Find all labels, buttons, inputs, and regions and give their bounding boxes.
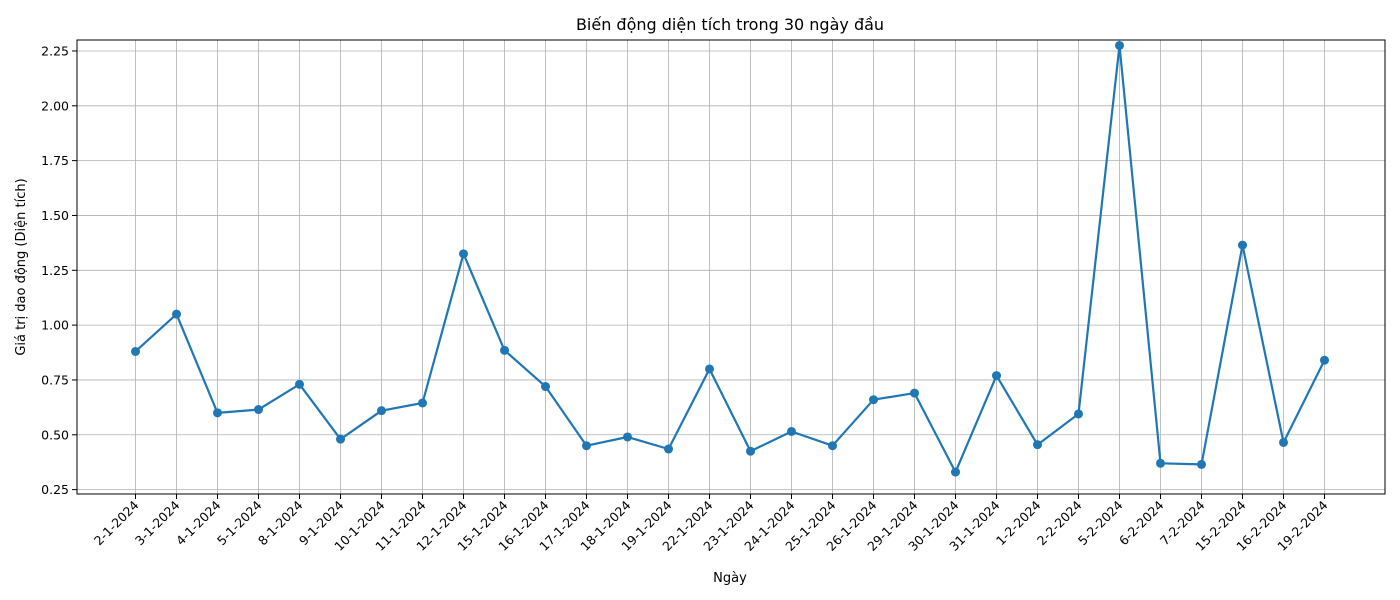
x-axis: 2-1-20243-1-20244-1-20245-1-20248-1-2024… [91,494,1331,554]
data-point [131,346,140,356]
data-point [377,406,386,416]
data-point [869,395,878,405]
data-point [172,309,181,319]
y-tick-label: 1.50 [41,208,69,223]
y-tick-label: 2.00 [41,98,69,113]
data-point [1197,459,1206,469]
y-tick-label: 1.75 [41,153,69,168]
data-point [541,382,550,392]
data-point [295,379,304,389]
data-point [1115,40,1124,50]
y-axis: 0.25 0.50 0.75 1.00 1.25 1.50 1.75 2.00 2.25 [41,43,77,497]
y-tick-label: 0.25 [41,482,69,497]
series [131,40,1329,477]
data-point [1074,409,1083,419]
data-point [623,432,632,442]
data-point [1033,440,1042,450]
y-tick-label: 2.25 [41,43,69,58]
data-point [336,434,345,444]
data-point [787,426,796,436]
data-point [582,441,591,451]
data-point [459,249,468,259]
series-line [134,44,1326,474]
plot-frame [76,39,1386,495]
data-point [1279,437,1288,447]
data-point [254,405,263,415]
data-point [705,364,714,374]
data-point [992,371,1001,381]
y-tick-label: 0.75 [41,372,69,387]
grid [77,40,1385,494]
data-point [951,467,960,477]
y-tick-label: 1.25 [41,263,69,278]
y-tick-label: 1.00 [41,318,69,333]
data-point [1320,355,1329,365]
data-point [500,345,509,355]
y-axis-label: Giá trị dao động (Diện tích) [14,178,29,355]
data-point [910,388,919,398]
x-axis-label: Ngày [713,571,747,586]
data-point [1156,458,1165,468]
data-point [746,446,755,456]
y-tick-label: 0.50 [41,427,69,442]
data-point [213,408,222,418]
chart-title: Biến động diện tích trong 30 ngày đầu [576,15,884,34]
data-point [1238,240,1247,250]
data-point [418,398,427,408]
data-point [828,441,837,451]
data-point [664,444,673,454]
